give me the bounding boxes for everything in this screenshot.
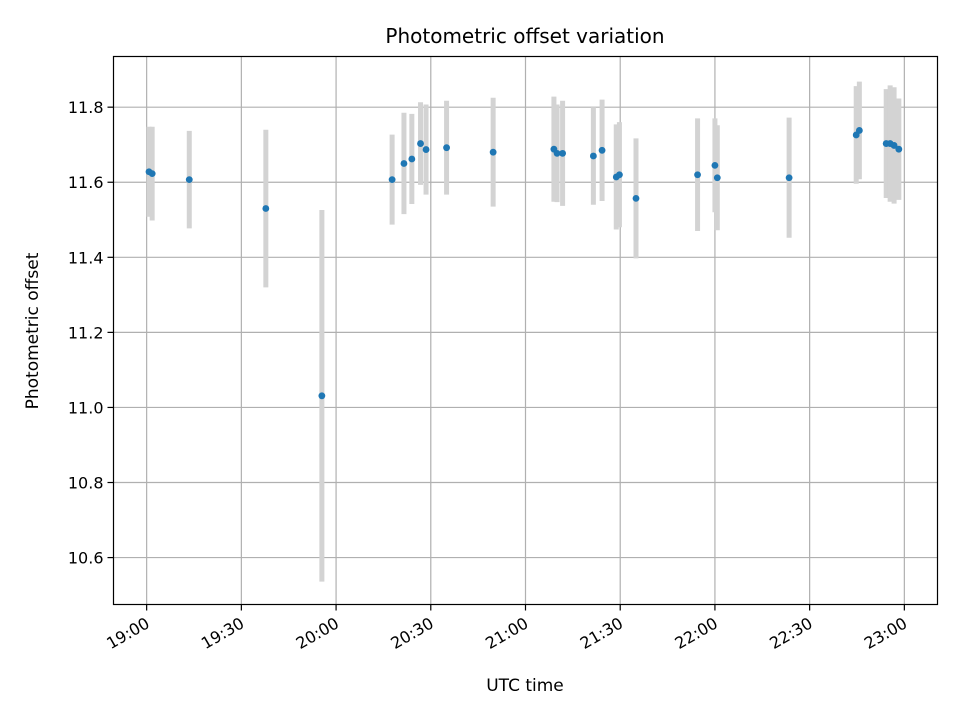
y-tick-label: 11.8 bbox=[68, 98, 104, 117]
data-point bbox=[443, 144, 450, 152]
data-point bbox=[632, 194, 640, 202]
data-point bbox=[890, 142, 898, 149]
data-point bbox=[553, 149, 561, 157]
y-tick-label: 11.2 bbox=[68, 323, 104, 342]
chart-title: Photometric offset variation bbox=[385, 24, 664, 48]
y-axis-ticks: 10.6 10.8 11.0 11.2 11.4 11.6 11.8 bbox=[68, 98, 114, 568]
data-point bbox=[417, 140, 424, 147]
data-point bbox=[785, 174, 793, 182]
data-point bbox=[598, 146, 606, 154]
data-point bbox=[400, 160, 408, 167]
x-axis-label: UTC time bbox=[486, 676, 564, 696]
data-point bbox=[408, 155, 416, 163]
data-point bbox=[388, 176, 396, 184]
data-point bbox=[589, 152, 597, 160]
data-point bbox=[318, 392, 326, 400]
data-point bbox=[489, 148, 497, 156]
y-tick-label: 10.6 bbox=[68, 549, 104, 568]
data-point bbox=[148, 170, 156, 178]
y-axis-label: Photometric offset bbox=[23, 252, 43, 409]
y-tick-label: 11.0 bbox=[68, 398, 104, 417]
data-point bbox=[713, 174, 721, 182]
data-point bbox=[711, 161, 719, 169]
y-tick-label: 11.4 bbox=[68, 248, 104, 267]
data-point bbox=[895, 145, 903, 153]
data-point bbox=[616, 171, 623, 179]
point-layer bbox=[145, 127, 903, 400]
data-point bbox=[185, 176, 193, 184]
data-point bbox=[262, 205, 270, 212]
y-tick-label: 11.6 bbox=[68, 173, 104, 192]
data-point bbox=[694, 171, 701, 179]
data-point bbox=[855, 127, 863, 134]
y-tick-label: 10.8 bbox=[68, 474, 104, 493]
data-point bbox=[559, 149, 566, 157]
data-point bbox=[422, 146, 430, 153]
